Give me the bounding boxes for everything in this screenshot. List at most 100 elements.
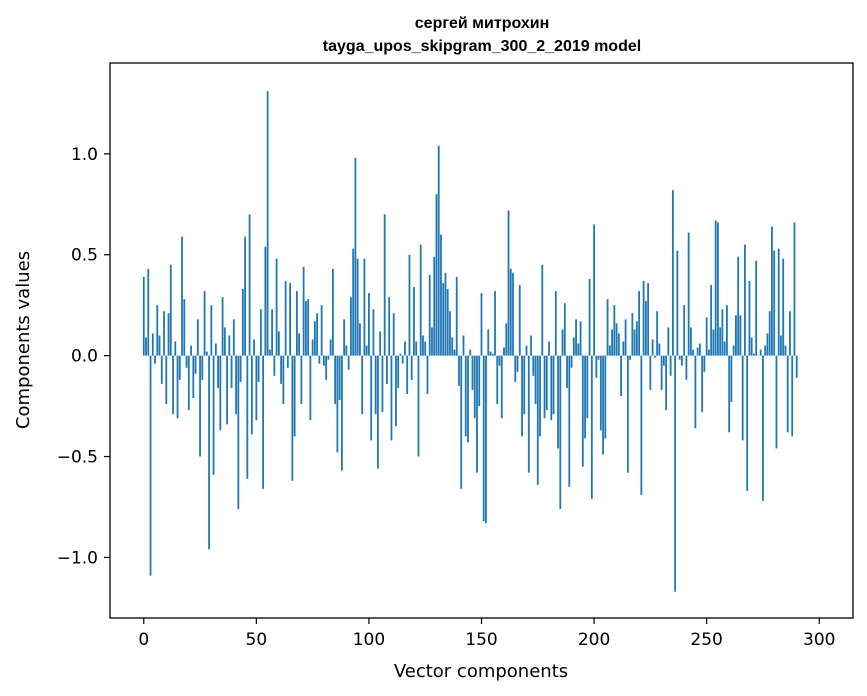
bar-83 (329, 339, 332, 356)
bar-156 (494, 291, 496, 356)
bar-95 (356, 258, 359, 356)
bar-195 (581, 355, 584, 467)
bar-93 (352, 248, 355, 356)
bar-262 (732, 345, 735, 356)
bar-166 (516, 355, 519, 372)
bar-169 (523, 355, 526, 415)
bar-234 (669, 355, 672, 376)
bar-210 (615, 323, 618, 356)
bar-20 (187, 355, 190, 411)
bar-11 (167, 313, 170, 356)
bar-30 (210, 305, 213, 356)
bar-149 (478, 355, 481, 407)
bar-245 (694, 355, 697, 429)
bar-69 (298, 333, 301, 356)
bar-184 (557, 355, 559, 449)
bar-222 (642, 280, 645, 356)
bar-217 (631, 313, 634, 356)
bar-132 (440, 234, 442, 356)
bar-103 (374, 355, 377, 415)
bar-248 (701, 355, 704, 413)
bar-12 (169, 264, 172, 356)
bar-288 (791, 355, 794, 437)
bar-254 (714, 220, 717, 356)
bar-258 (723, 341, 726, 356)
bar-202 (597, 355, 600, 360)
bar-135 (446, 289, 449, 356)
bar-259 (726, 305, 728, 356)
bar-48 (250, 355, 253, 435)
bar-27 (203, 291, 206, 356)
bar-249 (703, 355, 706, 372)
x-tick-label-5: 250 (690, 630, 722, 650)
bar-136 (449, 311, 451, 356)
x-tick-label-0: 0 (138, 630, 149, 650)
bar-14 (174, 341, 177, 356)
bar-75 (311, 339, 314, 356)
bar-167 (518, 285, 521, 356)
bar-192 (575, 319, 577, 356)
bar-290 (795, 355, 798, 378)
bar-6 (156, 305, 159, 356)
bar-232 (665, 355, 668, 411)
bar-55 (266, 91, 269, 356)
bar-98 (363, 258, 366, 356)
bar-182 (552, 355, 555, 415)
bar-172 (530, 335, 532, 356)
bar-58 (273, 355, 276, 376)
bar-73 (307, 299, 310, 356)
bar-284 (782, 258, 785, 356)
bar-143 (464, 355, 467, 437)
bar-162 (507, 210, 510, 356)
bar-144 (467, 355, 469, 443)
bar-131 (437, 145, 440, 356)
bar-257 (721, 309, 724, 356)
bar-168 (521, 355, 523, 437)
bar-187 (563, 303, 566, 356)
bar-126 (426, 355, 429, 394)
bar-256 (719, 327, 722, 356)
bar-4 (151, 333, 154, 356)
bar-271 (753, 353, 755, 356)
bar-176 (539, 355, 541, 437)
x-tick-label-4: 200 (578, 630, 610, 650)
bar-56 (268, 349, 271, 356)
bar-227 (653, 355, 656, 358)
bar-179 (545, 355, 548, 411)
bar-145 (469, 349, 472, 356)
bar-123 (419, 244, 422, 356)
bar-15 (176, 355, 179, 419)
bar-130 (435, 194, 438, 356)
bar-241 (685, 355, 688, 380)
bar-31 (212, 355, 215, 475)
bar-62 (282, 355, 285, 405)
bar-19 (185, 355, 188, 368)
bar-84 (332, 268, 334, 356)
bar-105 (379, 331, 382, 356)
bar-151 (482, 355, 485, 522)
bar-34 (219, 355, 222, 431)
bar-282 (777, 248, 780, 356)
bar-190 (570, 355, 573, 368)
bar-142 (462, 335, 465, 356)
bar-165 (514, 355, 517, 382)
bar-269 (748, 280, 751, 356)
bar-44 (241, 289, 244, 356)
bar-139 (455, 276, 458, 356)
bar-225 (649, 355, 652, 390)
bar-89 (343, 319, 346, 356)
chart-subtitle: tayga_upos_skipgram_300_2_2019 model (323, 38, 641, 55)
bar-185 (559, 355, 562, 510)
bar-263 (735, 315, 737, 356)
bar-118 (408, 254, 411, 356)
bar-21 (190, 345, 192, 356)
x-axis-label: Vector components (394, 661, 568, 682)
bar-237 (676, 250, 679, 356)
bar-33 (217, 355, 219, 388)
bar-129 (433, 256, 436, 356)
bar-148 (476, 355, 478, 473)
bar-203 (599, 355, 602, 431)
bar-191 (572, 337, 575, 356)
bar-63 (284, 280, 287, 356)
